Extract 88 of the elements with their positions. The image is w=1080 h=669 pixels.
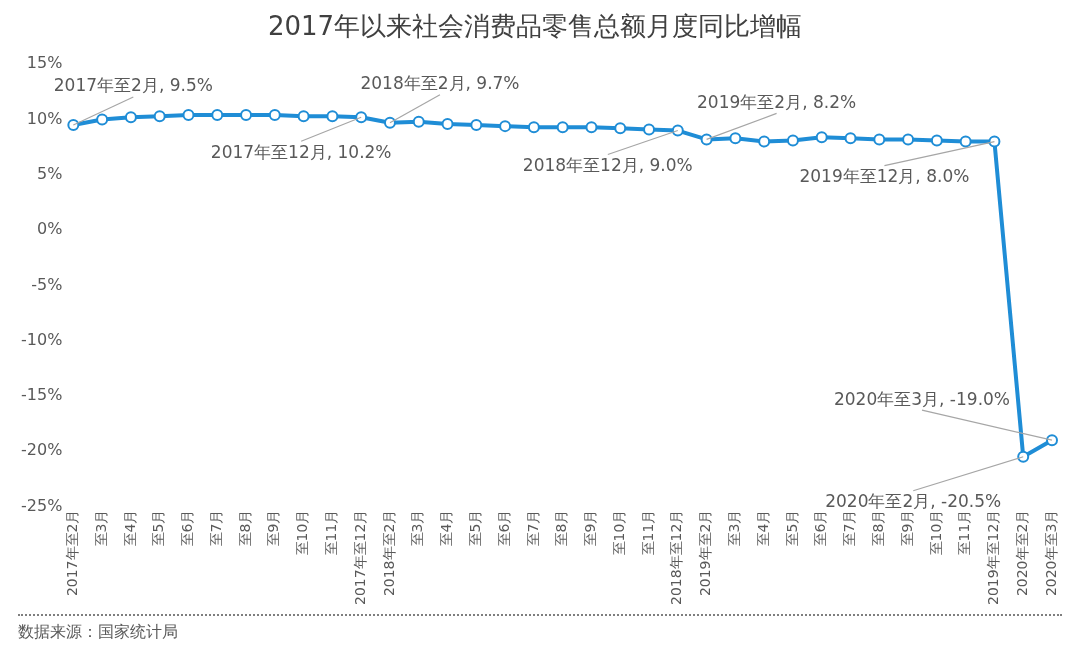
- annotation: 2019年至12月, 8.0%: [799, 166, 970, 187]
- point: [585, 121, 598, 134]
- x-tick-label: 至3月: [726, 509, 743, 547]
- x-tick-label: 2020年至2月: [1013, 509, 1030, 597]
- point: [556, 121, 569, 134]
- annotation: 2017年至12月, 10.2%: [210, 141, 392, 162]
- point: [614, 122, 627, 135]
- x-tick-label: 2017年至12月: [351, 509, 368, 606]
- x-tick-label: 至8月: [869, 509, 886, 547]
- x-tick-label: 至8月: [236, 509, 253, 547]
- point: [96, 113, 109, 126]
- y-tick-label: -10%: [20, 329, 63, 349]
- point: [844, 132, 857, 145]
- annotation: 2017年至2月, 9.5%: [53, 75, 213, 96]
- x-tick-label: 至7月: [524, 509, 541, 547]
- annotation: 2020年至3月, -19.0%: [833, 388, 1011, 409]
- point: [470, 119, 483, 132]
- point: [1017, 450, 1030, 463]
- point: [930, 134, 943, 147]
- y-tick-label: 10%: [26, 108, 63, 128]
- point: [786, 134, 799, 147]
- annotation: 2020年至2月, -20.5%: [825, 491, 1002, 512]
- y-tick-label: -15%: [20, 385, 63, 405]
- y-tick-label: -5%: [31, 274, 63, 294]
- x-tick-label: 2019年至12月: [985, 509, 1002, 606]
- point: [297, 110, 310, 123]
- annotation: 2018年至2月, 9.7%: [360, 73, 520, 94]
- x-tick-label: 至5月: [466, 509, 483, 547]
- point: [959, 135, 972, 148]
- x-tick-label: 至4月: [754, 509, 771, 547]
- x-tick-label: 2020年至3月: [1042, 509, 1059, 597]
- x-tick-label: 至7月: [841, 509, 858, 547]
- point: [182, 109, 195, 122]
- point: [873, 133, 886, 146]
- x-tick-label: 至4月: [438, 509, 455, 547]
- x-tick-label: 至6月: [495, 509, 512, 547]
- point: [441, 117, 454, 130]
- point: [729, 132, 742, 145]
- x-tick-label: 至10月: [927, 509, 944, 556]
- x-tick-label: 2019年至2月: [697, 509, 714, 597]
- point: [153, 110, 166, 123]
- x-tick-label: 至3月: [92, 509, 109, 547]
- x-tick-label: 2018年至2月: [380, 509, 397, 597]
- x-tick-label: 至11月: [956, 509, 973, 556]
- point: [499, 120, 512, 133]
- x-tick-label: 至10月: [294, 509, 311, 556]
- y-tick-label: 5%: [36, 163, 63, 183]
- y-tick-label: -20%: [20, 440, 63, 460]
- x-tick-label: 2018年至12月: [668, 509, 685, 606]
- point: [527, 121, 540, 134]
- point: [815, 131, 828, 144]
- point: [671, 124, 684, 137]
- x-tick-label: 至9月: [898, 509, 915, 547]
- x-tick-label: 至9月: [582, 509, 599, 547]
- point: [355, 111, 368, 124]
- point: [758, 135, 771, 148]
- x-tick-label: 至11月: [639, 509, 656, 556]
- point: [383, 116, 396, 129]
- x-tick-label: 至5月: [150, 509, 167, 547]
- point: [700, 133, 713, 146]
- point: [988, 135, 1001, 148]
- x-tick-label: 至10月: [610, 509, 627, 556]
- point: [124, 111, 137, 124]
- x-tick-label: 至8月: [553, 509, 570, 547]
- x-tick-label: 2017年至2月: [63, 509, 80, 597]
- x-tick-label: 至7月: [207, 509, 224, 547]
- x-tick-label: 至11月: [323, 509, 340, 556]
- annotation: 2019年至2月, 8.2%: [697, 91, 857, 112]
- x-tick-label: 至6月: [812, 509, 829, 547]
- point: [211, 109, 224, 122]
- y-tick-label: -25%: [20, 495, 63, 515]
- y-tick-label: 0%: [36, 219, 63, 239]
- x-tick-label: 至6月: [179, 509, 196, 547]
- point: [67, 119, 80, 132]
- source-note: 数据来源：国家统计局: [18, 622, 179, 643]
- x-tick-label: 至3月: [409, 509, 426, 547]
- point: [902, 133, 915, 146]
- y-tick-label: 15%: [26, 53, 63, 73]
- x-tick-label: 至5月: [783, 509, 800, 547]
- point: [643, 123, 656, 136]
- point: [240, 109, 253, 122]
- x-tick-label: 至9月: [265, 509, 282, 547]
- point: [268, 109, 281, 122]
- x-tick-label: 至4月: [121, 509, 138, 547]
- chart-title: 2017年以来社会消费品零售总额月度同比增幅: [267, 11, 803, 42]
- point: [326, 110, 339, 123]
- annotation: 2018年至12月, 9.0%: [522, 154, 693, 175]
- point: [412, 115, 425, 128]
